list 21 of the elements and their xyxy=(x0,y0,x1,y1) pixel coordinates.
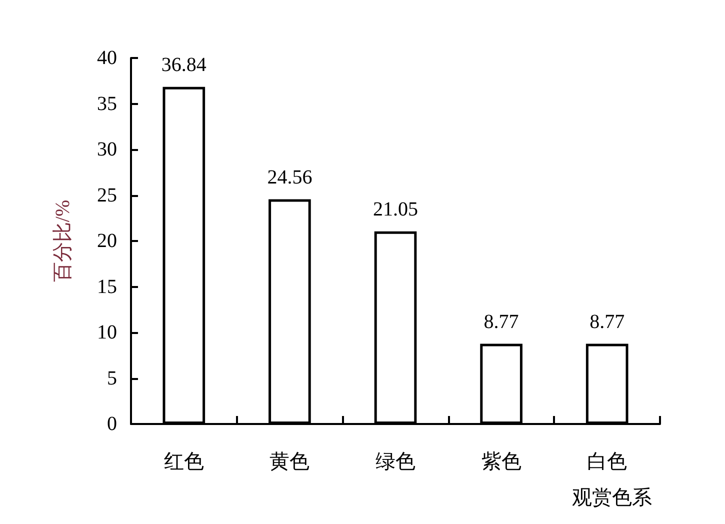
y-tick-label: 5 xyxy=(107,367,117,390)
y-tick-label: 30 xyxy=(97,138,117,160)
y-tick-label: 20 xyxy=(97,230,117,252)
y-tick-label: 15 xyxy=(97,276,117,298)
x-axis-title: 观赏色系 xyxy=(572,487,652,509)
data-label: 8.77 xyxy=(484,310,519,333)
y-tick-label: 0 xyxy=(107,413,117,435)
x-tick-label: 红色 xyxy=(164,451,204,473)
data-label: 8.77 xyxy=(590,310,625,333)
data-label: 36.84 xyxy=(161,54,206,76)
y-tick-label: 35 xyxy=(97,92,117,115)
x-tick-label: 黄色 xyxy=(270,451,310,473)
y-axis-title: 百分比/% xyxy=(52,200,74,282)
y-tick-label: 10 xyxy=(97,322,117,344)
x-tick-label: 绿色 xyxy=(376,451,416,473)
data-label: 24.56 xyxy=(267,166,312,188)
y-tick-label: 40 xyxy=(97,47,117,69)
x-tick-label: 紫色 xyxy=(481,451,522,473)
data-label: 21.05 xyxy=(373,198,418,220)
x-tick-label: 白色 xyxy=(587,451,628,473)
y-tick-label: 25 xyxy=(97,184,117,206)
